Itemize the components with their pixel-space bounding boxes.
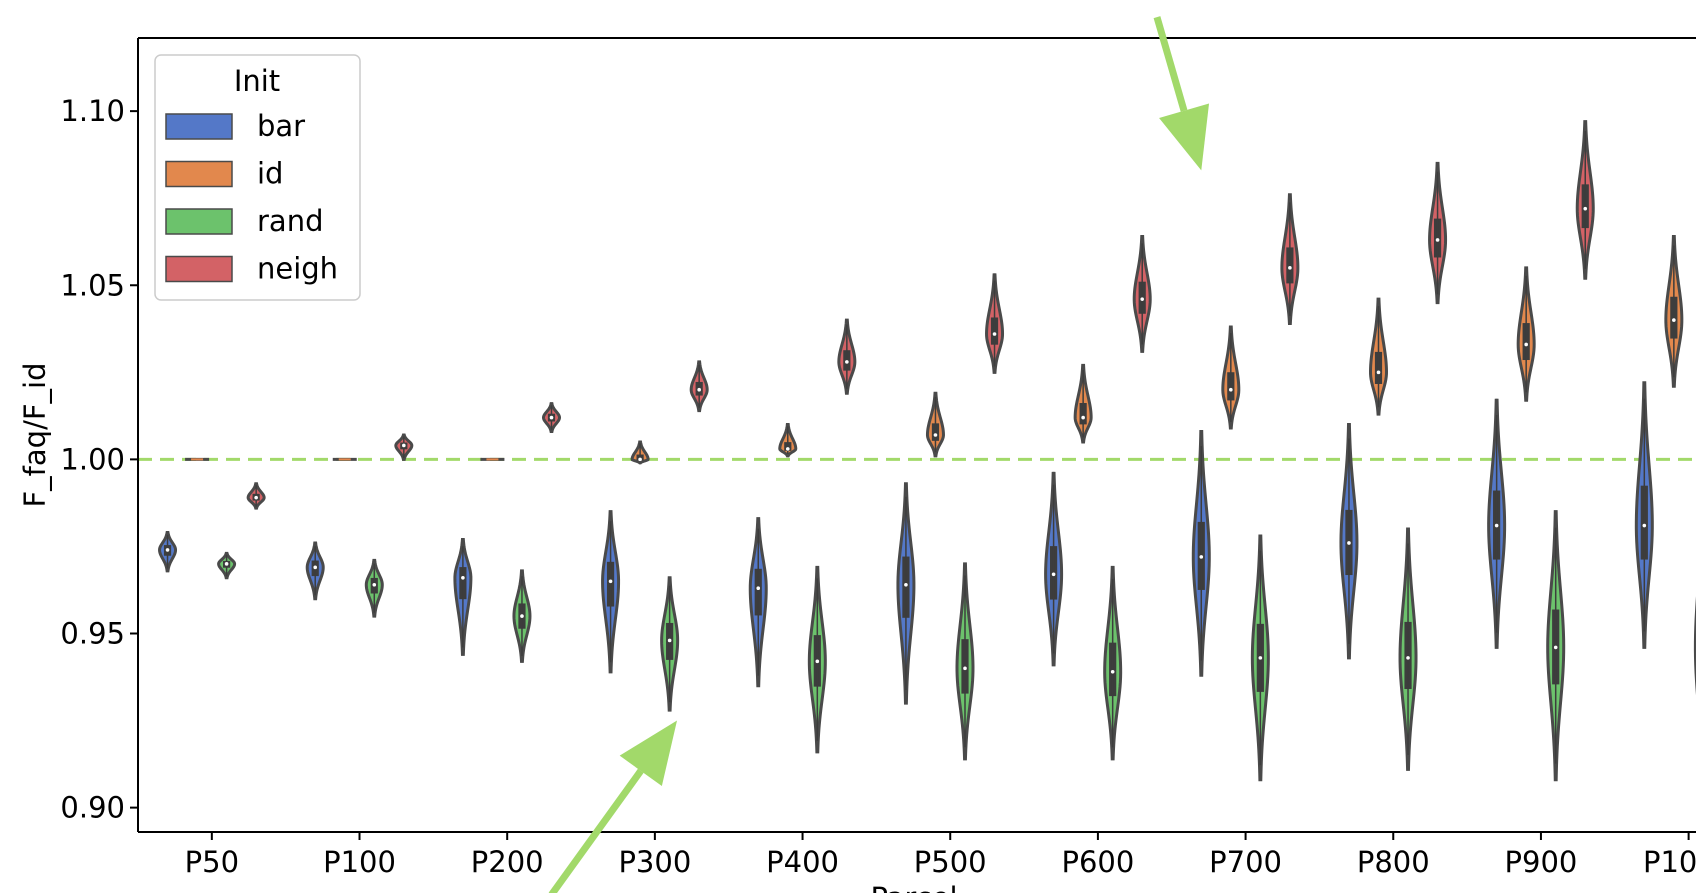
violin-median-rand-P700 bbox=[1258, 656, 1263, 660]
legend-swatch-neigh bbox=[165, 255, 233, 283]
legend: Init bar id rand neigh bbox=[154, 54, 361, 301]
y-tick-label: 1.00 bbox=[60, 442, 125, 476]
x-tick-label: P50 bbox=[185, 845, 239, 879]
annotation-arrow-shaft bbox=[548, 768, 644, 893]
x-tick-label: P500 bbox=[914, 845, 987, 879]
violin-median-bar-P50 bbox=[165, 548, 170, 552]
legend-title: Init bbox=[234, 64, 280, 98]
violin-median-id-P1000 bbox=[1672, 318, 1676, 322]
violin-median-id-P500 bbox=[933, 433, 938, 437]
x-tick-label: P400 bbox=[766, 845, 839, 879]
violin-median-bar-P200 bbox=[461, 575, 465, 580]
violin-median-rand-P400 bbox=[815, 659, 820, 664]
legend-label-rand: rand bbox=[257, 204, 323, 238]
violin-median-rand-P300 bbox=[667, 638, 672, 643]
x-tick-label: P100 bbox=[323, 845, 396, 879]
x-tick-label: P200 bbox=[471, 845, 544, 879]
legend-swatch-rand bbox=[165, 208, 233, 235]
violin-median-neigh-P50 bbox=[254, 495, 258, 500]
violin-median-neigh-P200 bbox=[549, 415, 554, 420]
violin-median-rand-P500 bbox=[963, 666, 967, 671]
violin-median-bar-P800 bbox=[1347, 541, 1351, 545]
violin-median-id-P300 bbox=[638, 457, 642, 462]
violin-median-neigh-P900 bbox=[1583, 206, 1588, 211]
violin-median-bar-P900 bbox=[1494, 523, 1499, 528]
violin-median-bar-P500 bbox=[904, 582, 908, 587]
violin-median-id-P900 bbox=[1524, 342, 1528, 347]
legend-swatch-id bbox=[165, 160, 233, 188]
x-axis-label: Parcel bbox=[870, 881, 957, 893]
violin-median-neigh-P700 bbox=[1288, 266, 1292, 270]
violin-median-neigh-P300 bbox=[697, 387, 701, 392]
annotation-arrow-shaft bbox=[1153, 16, 1188, 112]
x-tick-label: P1000 bbox=[1643, 845, 1696, 879]
violin-median-id-P800 bbox=[1376, 370, 1381, 375]
y-tick-label: 1.05 bbox=[60, 268, 125, 302]
violin-median-id-P600 bbox=[1081, 415, 1085, 420]
violin-median-rand-P100 bbox=[372, 582, 377, 587]
plot-area bbox=[138, 120, 1696, 782]
annotations bbox=[548, 16, 1210, 893]
x-tick-label: P600 bbox=[1061, 845, 1134, 879]
violin-median-neigh-P400 bbox=[845, 360, 849, 364]
y-tick-label: 0.90 bbox=[60, 791, 125, 825]
violin-median-rand-P200 bbox=[520, 614, 524, 618]
violin-median-bar-P400 bbox=[756, 586, 761, 591]
annotation-arrow-head bbox=[1159, 103, 1210, 171]
x-tick-label: P300 bbox=[618, 845, 691, 879]
legend-label-id: id bbox=[257, 157, 283, 191]
legend-label-neigh: neigh bbox=[257, 252, 338, 286]
violin-median-rand-P50 bbox=[224, 562, 229, 566]
violin-median-id-P700 bbox=[1229, 387, 1233, 392]
violin-median-rand-P600 bbox=[1110, 670, 1115, 674]
violin-median-neigh-P100 bbox=[402, 443, 406, 448]
legend-swatch-bar bbox=[165, 113, 233, 140]
violin-median-id-P400 bbox=[785, 447, 790, 451]
y-axis-label: F_faq/F_id bbox=[18, 363, 52, 508]
x-tick-label: P900 bbox=[1505, 845, 1578, 879]
violin-median-bar-P100 bbox=[313, 565, 318, 570]
y-tick-label: 1.10 bbox=[60, 94, 125, 128]
legend-label-bar: bar bbox=[257, 109, 305, 143]
violin-median-bar-P300 bbox=[608, 579, 613, 584]
x-tick-label: P800 bbox=[1357, 845, 1430, 879]
violin-median-neigh-P600 bbox=[1140, 297, 1145, 301]
x-tick-label: P700 bbox=[1209, 845, 1282, 879]
violin-median-bar-P600 bbox=[1051, 572, 1056, 577]
y-tick-label: 0.95 bbox=[60, 617, 125, 651]
annotation-arrow-head bbox=[619, 720, 678, 787]
violin-median-bar-P1000 bbox=[1642, 523, 1647, 528]
axes: 0.90 0.95 1.00 1.05 1.10 P50 P100 P200 P300 P400 P… bbox=[18, 37, 1696, 893]
violin-median-rand-P800 bbox=[1406, 656, 1410, 660]
violin-median-neigh-P800 bbox=[1435, 238, 1440, 242]
violin-median-bar-P700 bbox=[1199, 555, 1204, 559]
violin-median-rand-P900 bbox=[1553, 645, 1558, 650]
violin-median-neigh-P500 bbox=[992, 332, 997, 336]
